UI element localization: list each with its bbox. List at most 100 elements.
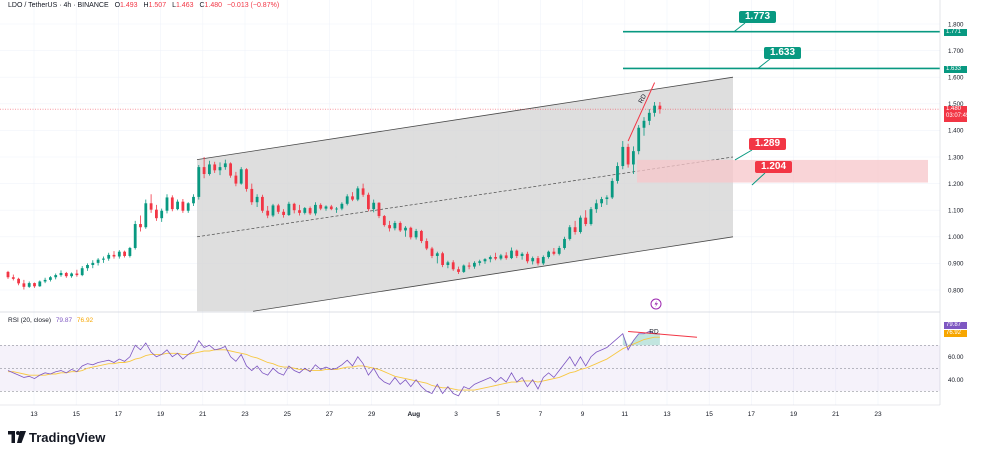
time-tick: 15 — [706, 411, 714, 418]
candle-body — [584, 217, 588, 225]
time-tick: 19 — [157, 411, 165, 418]
time-axis[interactable]: 13 15 17 19 21 23 25 27 29 Aug 3 5 7 9 11 13 15 17 19 21 23 — [0, 404, 940, 418]
candle-body — [181, 201, 185, 211]
time-tick: 17 — [115, 411, 123, 418]
channel-upper-line[interactable] — [196, 76, 734, 161]
rsi-tick: 40.00 — [948, 377, 964, 384]
channel-lower-line[interactable] — [252, 236, 734, 312]
candle-body — [478, 261, 482, 263]
time-tick: 21 — [832, 411, 840, 418]
candle-body — [335, 208, 338, 210]
symbol-label[interactable]: LDO / TetherUS · 4h · BINANCE — [8, 2, 109, 9]
time-tick: 13 — [30, 411, 38, 418]
candle-body — [133, 224, 137, 248]
candle-body — [557, 247, 561, 254]
candle-body — [112, 254, 116, 257]
regular-divergence-line — [627, 82, 656, 142]
candle-body — [600, 199, 603, 204]
high-label: H — [143, 2, 149, 9]
candle-body — [261, 196, 264, 211]
close-label: C — [199, 2, 205, 9]
candle-body — [499, 255, 503, 259]
axis-tag-1771: 1.771 — [944, 29, 967, 36]
candle-body — [239, 169, 243, 184]
axis-tag-1633: 1.633 — [944, 66, 967, 73]
candle-body — [128, 247, 132, 256]
candle-body — [271, 205, 275, 216]
price-tick: 1.200 — [948, 181, 964, 188]
price-axis[interactable]: 0.800 0.900 1.000 1.100 1.200 1.300 1.400 1.500… — [939, 0, 964, 405]
level-badge-1289[interactable]: 1.289 — [749, 138, 787, 150]
low-label: L — [172, 2, 176, 9]
alert-icon[interactable] — [650, 298, 662, 310]
candle-body — [573, 227, 577, 233]
price-tick: 1.700 — [948, 48, 964, 55]
time-tick: 27 — [326, 411, 334, 418]
candle-body — [234, 175, 238, 184]
candle-body — [504, 255, 508, 259]
candle-body — [658, 105, 662, 110]
candle-body — [398, 222, 402, 231]
candle-body — [6, 271, 10, 278]
candle-body — [49, 277, 52, 280]
candle-body — [282, 211, 285, 215]
candle-body — [139, 224, 142, 228]
candle-body — [255, 196, 259, 203]
candle-body — [446, 262, 450, 265]
candle-body — [483, 259, 487, 262]
candle-body — [510, 250, 513, 259]
tradingview-logo[interactable]: TradingView — [8, 430, 105, 445]
tradingview-logo-icon — [8, 431, 26, 443]
rsi-rd-label: RD — [649, 329, 659, 336]
candle-body — [59, 272, 63, 276]
axis-rsi-ma-value: 76.92 — [944, 330, 967, 337]
tradingview-wordmark: TradingView — [29, 430, 106, 445]
candle-body — [594, 203, 598, 210]
candle-body — [208, 164, 211, 175]
candle-body — [626, 146, 630, 165]
price-tick: 1.500 — [948, 101, 964, 108]
candle-body — [308, 208, 312, 214]
candle-body — [70, 273, 73, 277]
low-value: 1.463 — [175, 2, 194, 9]
axis-current-price: 1.480 — [946, 106, 962, 112]
candle-body — [54, 275, 58, 278]
candle-body — [170, 197, 174, 210]
candle-body — [388, 225, 391, 229]
target-badge-1633[interactable]: 1.633 — [764, 47, 802, 59]
candle-body — [473, 262, 476, 267]
candle-body — [117, 251, 121, 257]
target-badge-1773[interactable]: 1.773 — [739, 11, 777, 23]
candle-body — [451, 262, 455, 270]
candle-body — [292, 203, 296, 211]
time-tick: 23 — [241, 411, 249, 418]
candle-body — [303, 208, 307, 213]
price-tick: 1.000 — [948, 234, 964, 241]
time-tick: 17 — [748, 411, 756, 418]
rsi-title[interactable]: RSI (20, close) — [8, 317, 51, 324]
candle-body — [605, 197, 609, 200]
candle-body — [621, 146, 625, 167]
candle-body — [340, 203, 344, 209]
candle-body — [462, 265, 466, 272]
candle-body — [27, 283, 31, 287]
rsi-pane[interactable]: 40.00 60.00 RD — [0, 311, 964, 397]
candle-body — [329, 206, 333, 210]
time-tick: 11 — [621, 411, 628, 418]
price-tick: 1.800 — [948, 21, 964, 28]
candle-body — [356, 188, 360, 200]
candle-body — [144, 203, 148, 228]
candle-body — [351, 196, 354, 200]
level-badge-1204[interactable]: 1.204 — [755, 161, 793, 173]
time-tick: Aug — [407, 411, 420, 418]
candle-body — [22, 283, 26, 287]
candle-body — [33, 283, 36, 287]
axis-rsi-value: 79.87 — [944, 322, 967, 329]
time-tick: 23 — [874, 411, 882, 418]
candle-body — [64, 272, 68, 277]
candle-body — [579, 217, 582, 233]
candle-body — [314, 204, 317, 214]
candle-body — [176, 201, 179, 210]
axis-countdown: 03:07:45 — [946, 113, 970, 119]
